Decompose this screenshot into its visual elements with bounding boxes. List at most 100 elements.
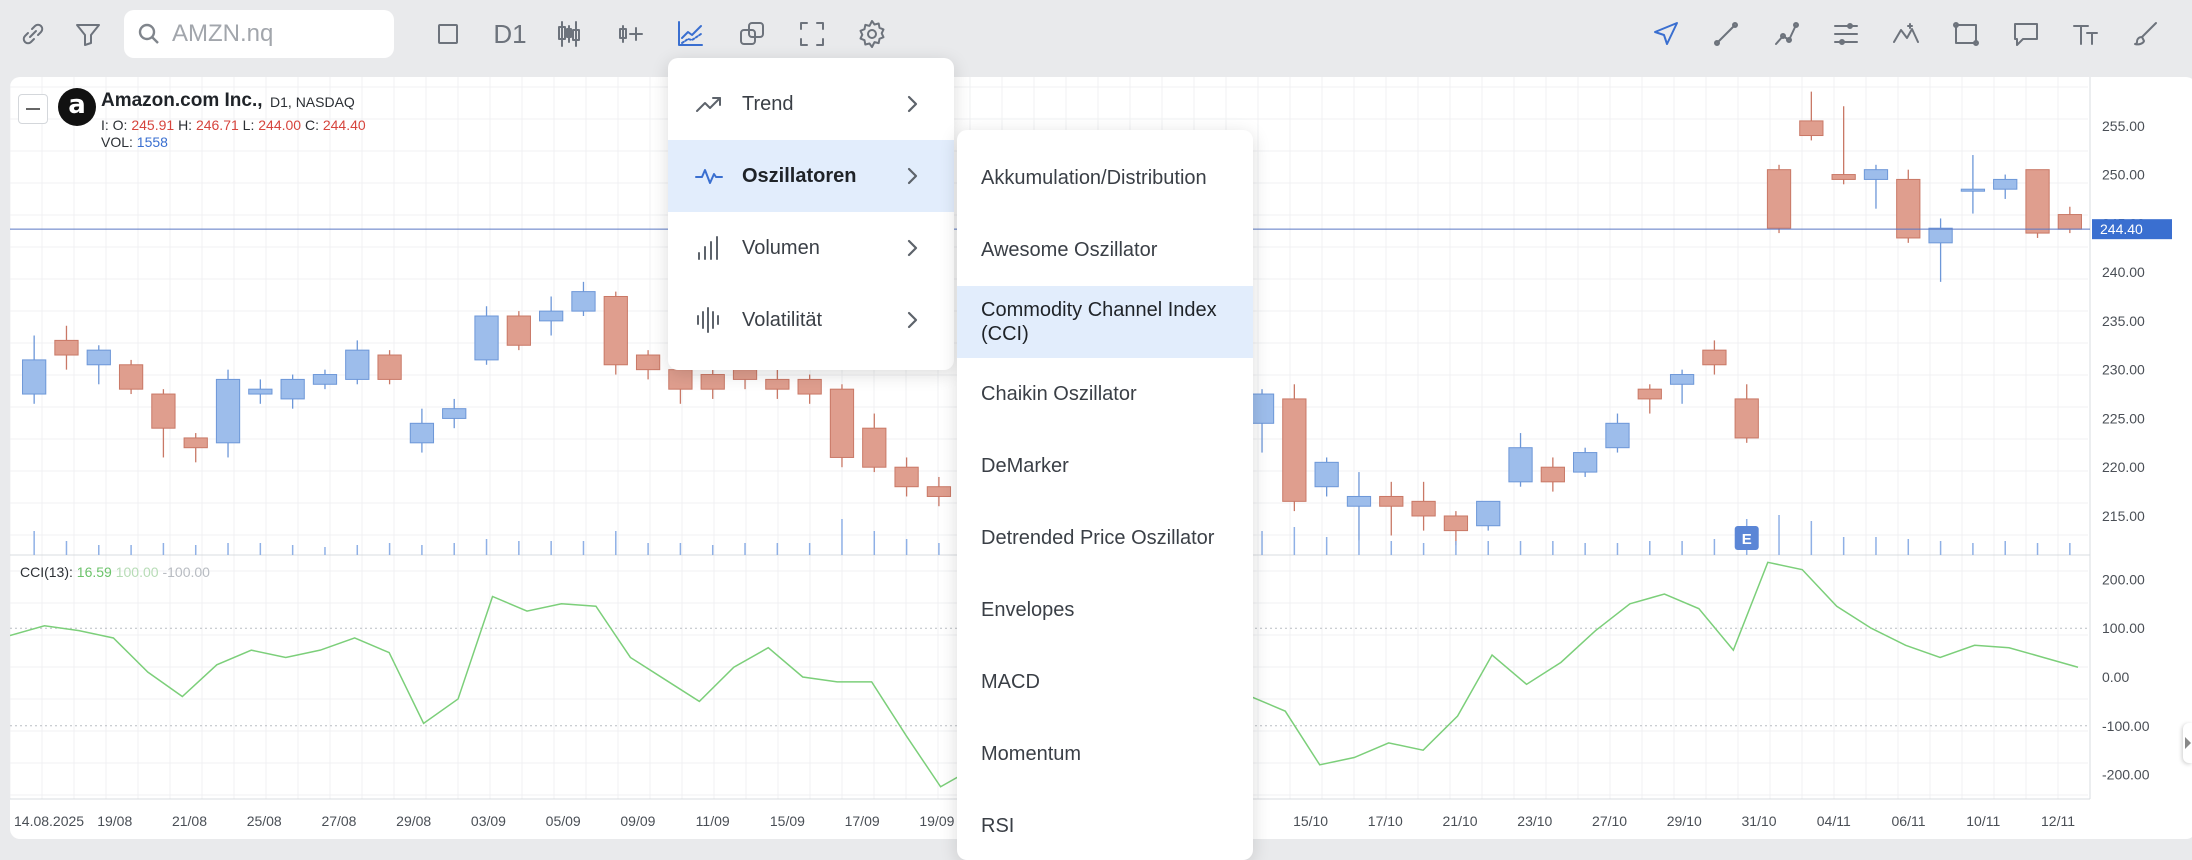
date-axis-label: 03/09 — [471, 813, 506, 829]
submenu-item-chaikin-oscillator[interactable]: Chaikin Oszillator — [981, 383, 1137, 405]
price-axis-label: 215.00 — [2102, 508, 2145, 524]
volume-label: VOL: — [101, 134, 133, 150]
date-axis-label: 17/09 — [845, 813, 880, 829]
candle-body — [151, 393, 176, 429]
submenu-item-envelopes[interactable]: Envelopes — [981, 599, 1075, 621]
chart-type-bar-icon[interactable] — [428, 14, 468, 54]
menu-item-trend[interactable]: Trend — [668, 68, 954, 140]
submenu-item-accumulation-distribution[interactable]: Akkumulation/Distribution — [981, 167, 1207, 189]
candle-body — [280, 378, 305, 400]
close-value: 244.40 — [322, 117, 366, 133]
candle-body — [22, 359, 47, 395]
menu-item-oscillators[interactable]: Oszillatoren — [668, 140, 954, 212]
symbol-name: Amazon.com Inc., — [101, 90, 263, 111]
candle-body — [1443, 515, 1469, 532]
oscillator-submenu: Akkumulation/Distribution Awesome Oszill… — [957, 130, 1253, 860]
ohlc-values: I: O: 245.91 H: 246.71 L: 244.00 C: 244.… — [101, 117, 366, 133]
symbol-meta: D1, NASDAQ — [270, 94, 355, 110]
compare-icon[interactable] — [732, 14, 772, 54]
candle-body — [409, 422, 435, 444]
submenu-item-detrended-price-oscillator[interactable]: Detrended Price Oszillator — [981, 527, 1215, 549]
candle-body — [1379, 495, 1404, 507]
link-icon[interactable] — [13, 14, 53, 54]
volume-value: 1558 — [136, 134, 168, 150]
candle-body — [1960, 188, 1986, 192]
cci-upper-level: 100.00 — [115, 564, 159, 580]
candle-body — [215, 378, 241, 444]
date-axis-label: 12/11 — [2041, 813, 2075, 829]
menu-item-volatility[interactable]: Volatilität — [668, 284, 954, 356]
symbol-search[interactable] — [124, 10, 394, 58]
candle-body — [474, 315, 499, 361]
volume-icon — [692, 231, 726, 265]
chevron-right-icon — [900, 236, 924, 260]
candle-body — [603, 295, 628, 366]
filter-icon[interactable] — [68, 14, 108, 54]
menu-item-label: Volumen — [742, 236, 820, 259]
submenu-item-demarker[interactable]: DeMarker — [981, 455, 1069, 477]
settings-gear-icon[interactable] — [852, 14, 892, 54]
low-label: L: — [242, 117, 255, 133]
pattern-icon[interactable] — [1886, 14, 1926, 54]
comment-icon[interactable] — [2006, 14, 2046, 54]
cci-legend: CCI(13): 16.59 100.00 -100.00 — [20, 564, 210, 580]
price-axis-label: 235.00 — [2102, 313, 2145, 329]
candle-body — [926, 486, 952, 497]
symbol-exchange: NASDAQ — [295, 94, 355, 110]
price-axis-label: 255.00 — [2102, 118, 2145, 134]
candle-body — [183, 437, 208, 449]
indicator-category-menu: Trend Oszillatoren Volumen Volatilität — [668, 58, 954, 370]
candle-body — [829, 388, 855, 458]
candle-body — [1863, 169, 1889, 180]
date-axis-label: 10/11 — [1966, 813, 2000, 829]
fullscreen-icon[interactable] — [792, 14, 832, 54]
candle-body — [1540, 466, 1565, 483]
cci-value: 16.59 — [76, 564, 112, 580]
brush-icon[interactable] — [2126, 14, 2166, 54]
candle-body — [1573, 452, 1598, 473]
ohlc-prefix: I: O: — [101, 117, 128, 133]
candle-body — [1993, 178, 2018, 190]
line-icon[interactable] — [1706, 14, 1746, 54]
date-axis-label: 19/09 — [919, 813, 954, 829]
indicators-icon[interactable] — [670, 14, 710, 54]
candle-body — [377, 354, 402, 380]
low-value: 244.00 — [258, 117, 302, 133]
submenu-item-momentum[interactable]: Momentum — [981, 743, 1082, 765]
text-icon[interactable] — [2066, 14, 2106, 54]
submenu-item-awesome-oscillator[interactable]: Awesome Oszillator — [981, 239, 1158, 261]
path-icon[interactable] — [1766, 14, 1806, 54]
fib-icon[interactable] — [1826, 14, 1866, 54]
date-axis-label: 11/09 — [696, 813, 730, 829]
date-axis-label: 21/08 — [172, 813, 207, 829]
date-axis-label: 09/09 — [620, 813, 655, 829]
submenu-item-rsi[interactable]: RSI — [981, 815, 1015, 837]
candle-body — [635, 354, 661, 371]
candles-icon[interactable] — [550, 14, 590, 54]
cci-lower-level: -100.00 — [162, 564, 210, 580]
side-panel-handle[interactable] — [2183, 723, 2192, 763]
search-input[interactable] — [170, 19, 390, 49]
candle-body — [1411, 500, 1436, 517]
candle-body — [118, 364, 144, 390]
candle-body — [1799, 120, 1824, 137]
price-axis-label: 220.00 — [2102, 459, 2145, 475]
date-axis-label: 29/08 — [396, 813, 431, 829]
timeframe-selector[interactable]: D1 — [488, 14, 532, 54]
menu-item-volume[interactable]: Volumen — [668, 212, 954, 284]
candle-body — [86, 349, 111, 366]
add-instrument-icon[interactable] — [610, 14, 650, 54]
submenu-item-cci[interactable]: Commodity Channel Index (CCI) — [957, 286, 1253, 358]
price-axis-label: 240.00 — [2102, 264, 2145, 280]
submenu-item-macd[interactable]: MACD — [981, 671, 1040, 693]
candle-body — [765, 378, 790, 390]
collapse-legend-button[interactable] — [18, 94, 48, 124]
date-axis-label: 14.08.2025 — [14, 813, 84, 829]
oscillator-icon — [692, 159, 726, 193]
rectangle-icon[interactable] — [1946, 14, 1986, 54]
current-price-label: 244.40 — [2100, 221, 2143, 237]
candle-body — [1282, 398, 1307, 502]
cursor-icon[interactable] — [1646, 14, 1686, 54]
candle-body — [442, 408, 467, 419]
candle-body — [539, 310, 564, 322]
